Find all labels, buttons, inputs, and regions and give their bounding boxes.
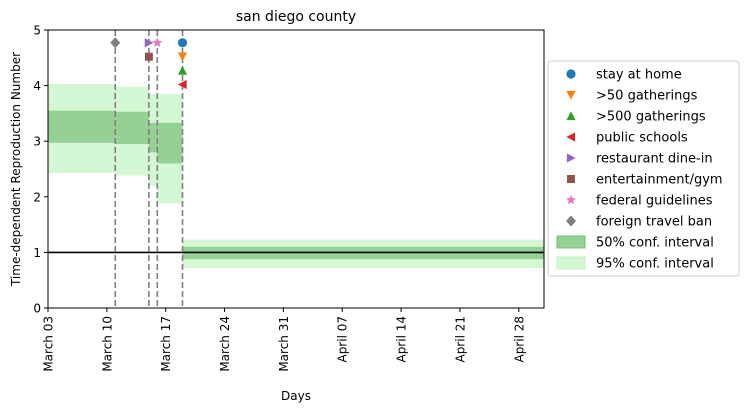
legend-label-6: federal guidelines (596, 194, 713, 209)
intervention-marker-0 (177, 38, 188, 48)
legend-label-4: restaurant dine-in (596, 152, 713, 167)
legend-label-3: public schools (596, 131, 688, 146)
axes: 0 1 2 3 4 5 March 03 March 10 March 17 March 24 Ma… (33, 24, 545, 372)
x-tick-label-6: April 14 (395, 316, 409, 363)
x-tick-label-0: March 03 (42, 316, 56, 372)
legend-label-2: >500 gatherings (596, 110, 706, 125)
ci50-band-2 (148, 122, 158, 153)
intervention-marker-4 (144, 38, 154, 48)
intervention-marker-3 (177, 79, 187, 90)
legend: stay at home >50 gatherings >500 gathering… (547, 60, 740, 277)
x-tick-label-3: March 24 (218, 316, 232, 372)
legend-marker-7 (566, 215, 576, 227)
legend-marker-1 (566, 90, 576, 100)
plot-frame (47, 29, 545, 309)
ci50-band-0 (48, 110, 116, 143)
legend-marker-0 (566, 69, 576, 79)
intervention-marker-5 (144, 52, 153, 61)
y-tick-label-5: 5 (33, 24, 41, 38)
x-tick-label-2: March 17 (159, 316, 173, 372)
legend-marker-2 (566, 111, 576, 121)
intervention-lines (114, 30, 184, 308)
legend-label-7: foreign travel ban (596, 215, 712, 230)
legend-marker-5 (567, 175, 575, 183)
legend-label-0: stay at home (596, 68, 682, 83)
y-tick-label-4: 4 (33, 79, 41, 93)
legend-ci-label-0: 50% conf. interval (596, 236, 714, 251)
x-tick-label-8: April 28 (512, 316, 526, 363)
ci50-band-1 (115, 111, 149, 144)
intervention-marker-7 (110, 37, 121, 49)
ci95-bands (48, 83, 544, 268)
ci50-band-3 (157, 122, 183, 164)
legend-swatch-0 (556, 235, 586, 249)
x-tick-label-4: March 31 (277, 316, 291, 372)
intervention-markers (110, 37, 188, 90)
intervention-marker-6 (152, 37, 163, 47)
legend-swatch-1 (556, 256, 586, 270)
legend-marker-4 (566, 153, 576, 163)
x-tick-label-5: April 07 (336, 316, 350, 363)
legend-ci-label-1: 95% conf. interval (596, 257, 714, 272)
y-tick-label-3: 3 (33, 135, 41, 149)
x-axis-title: Days (281, 389, 311, 403)
y-tick-label-2: 2 (33, 190, 41, 204)
ci50-bands (48, 110, 544, 260)
x-tick-label-7: April 21 (453, 316, 467, 363)
x-tick-label-1: March 10 (100, 316, 114, 372)
legend-marker-6 (566, 194, 576, 205)
intervention-marker-2 (177, 65, 188, 75)
chart-title: san diego county (236, 9, 356, 25)
legend-label-5: entertainment/gym (596, 173, 723, 188)
intervention-marker-1 (177, 52, 188, 62)
y-tick-label-0: 0 (33, 302, 41, 316)
y-axis-title: Time-dependent Reproduction Number (9, 52, 23, 287)
legend-box (547, 60, 740, 277)
legend-marker-3 (566, 132, 576, 142)
legend-label-1: >50 gatherings (596, 89, 698, 104)
y-tick-label-1: 1 (33, 246, 41, 260)
